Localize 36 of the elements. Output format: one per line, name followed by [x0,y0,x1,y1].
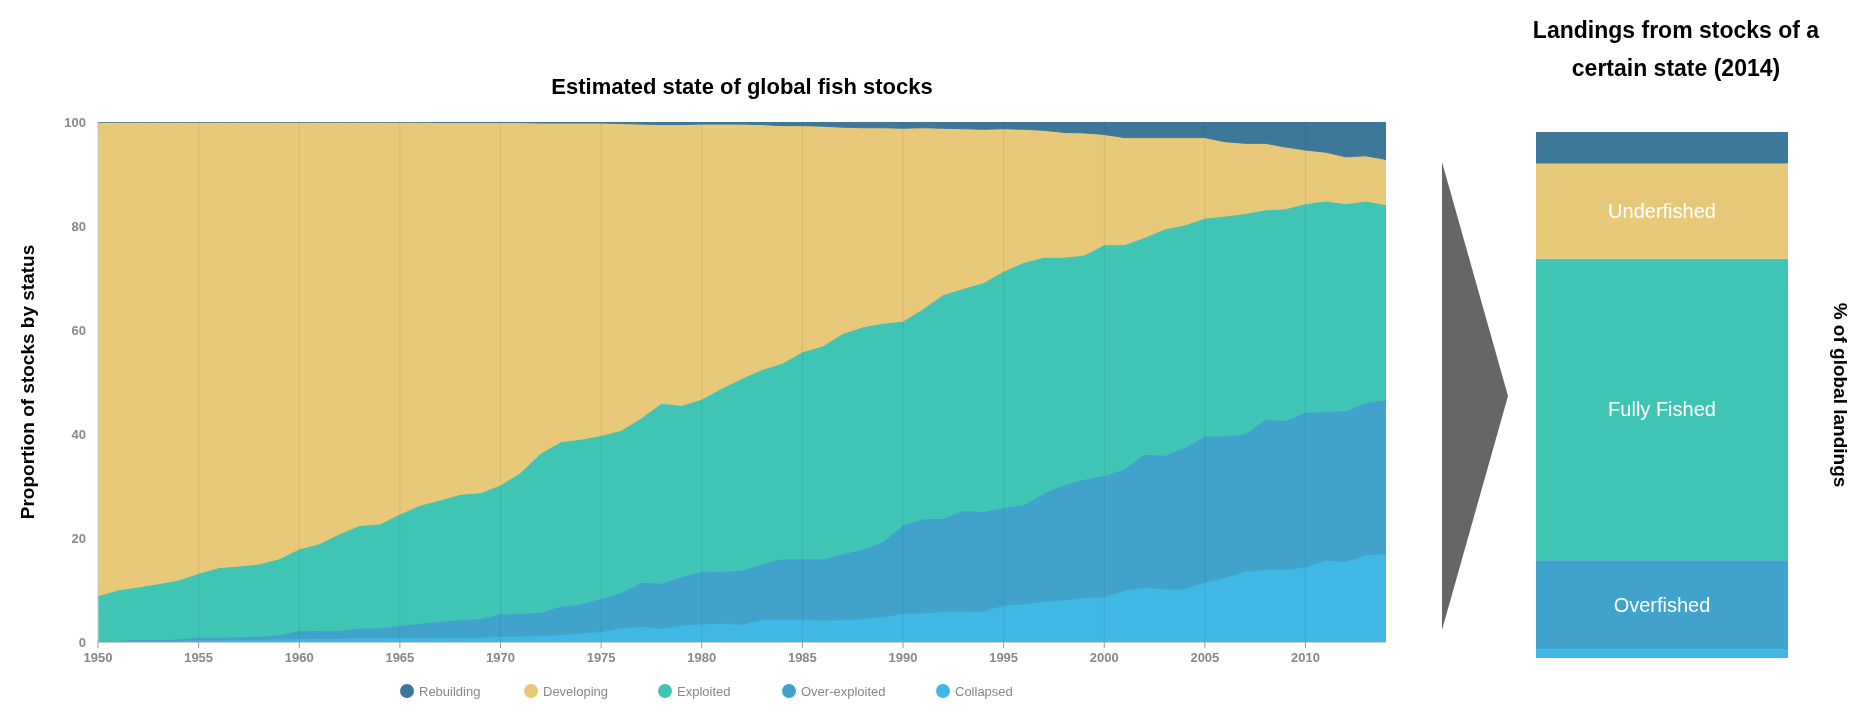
bar [1536,258,1788,561]
bar [1536,132,1788,164]
x-tick-label: 1980 [687,650,717,665]
bar [1536,163,1788,259]
y-tick-label: 60 [71,323,86,338]
x-tick-label: 1965 [385,650,415,665]
legend-label: Collapsed [955,684,1013,699]
x-tick-label: 1955 [184,650,214,665]
legend-label: Over-exploited [801,684,886,699]
y-tick-label: 0 [78,635,86,650]
x-tick-label: 1960 [284,650,314,665]
bar [1536,560,1788,650]
y-tick-label: 20 [71,531,86,546]
legend-label: Rebuilding [419,684,481,699]
y-tick-label: 40 [71,427,86,442]
x-tick-label: 1995 [989,650,1019,665]
x-tick-label: 1990 [888,650,918,665]
x-tick-label: 2010 [1291,650,1320,665]
chart-title: Landings from stocks of a certain state (2014) [1532,17,1820,81]
chart-title: Estimated state of global fish stocks [551,74,933,99]
y-tick-label: 80 [71,219,86,234]
series-label: Fully Fished [1608,398,1716,421]
x-tick-label: 1985 [787,650,817,665]
x-tick-label: 2000 [1089,650,1119,665]
x-tick-label: 2005 [1190,650,1220,665]
legend-label: Exploited [677,684,731,699]
x-tick-label: 1950 [83,650,113,665]
x-tick-label: 1970 [486,650,515,665]
y-tick-label: 100 [64,115,86,130]
series-label: Underfished [1608,200,1716,223]
y-axis-title: Proportion of stocks by status [17,244,38,520]
y-axis-title: % of global landings [1830,302,1851,488]
series-label: Overfished [1613,593,1711,616]
x-tick-label: 1975 [586,650,616,665]
bar [1536,649,1788,658]
legend-label: Developing [543,684,609,699]
